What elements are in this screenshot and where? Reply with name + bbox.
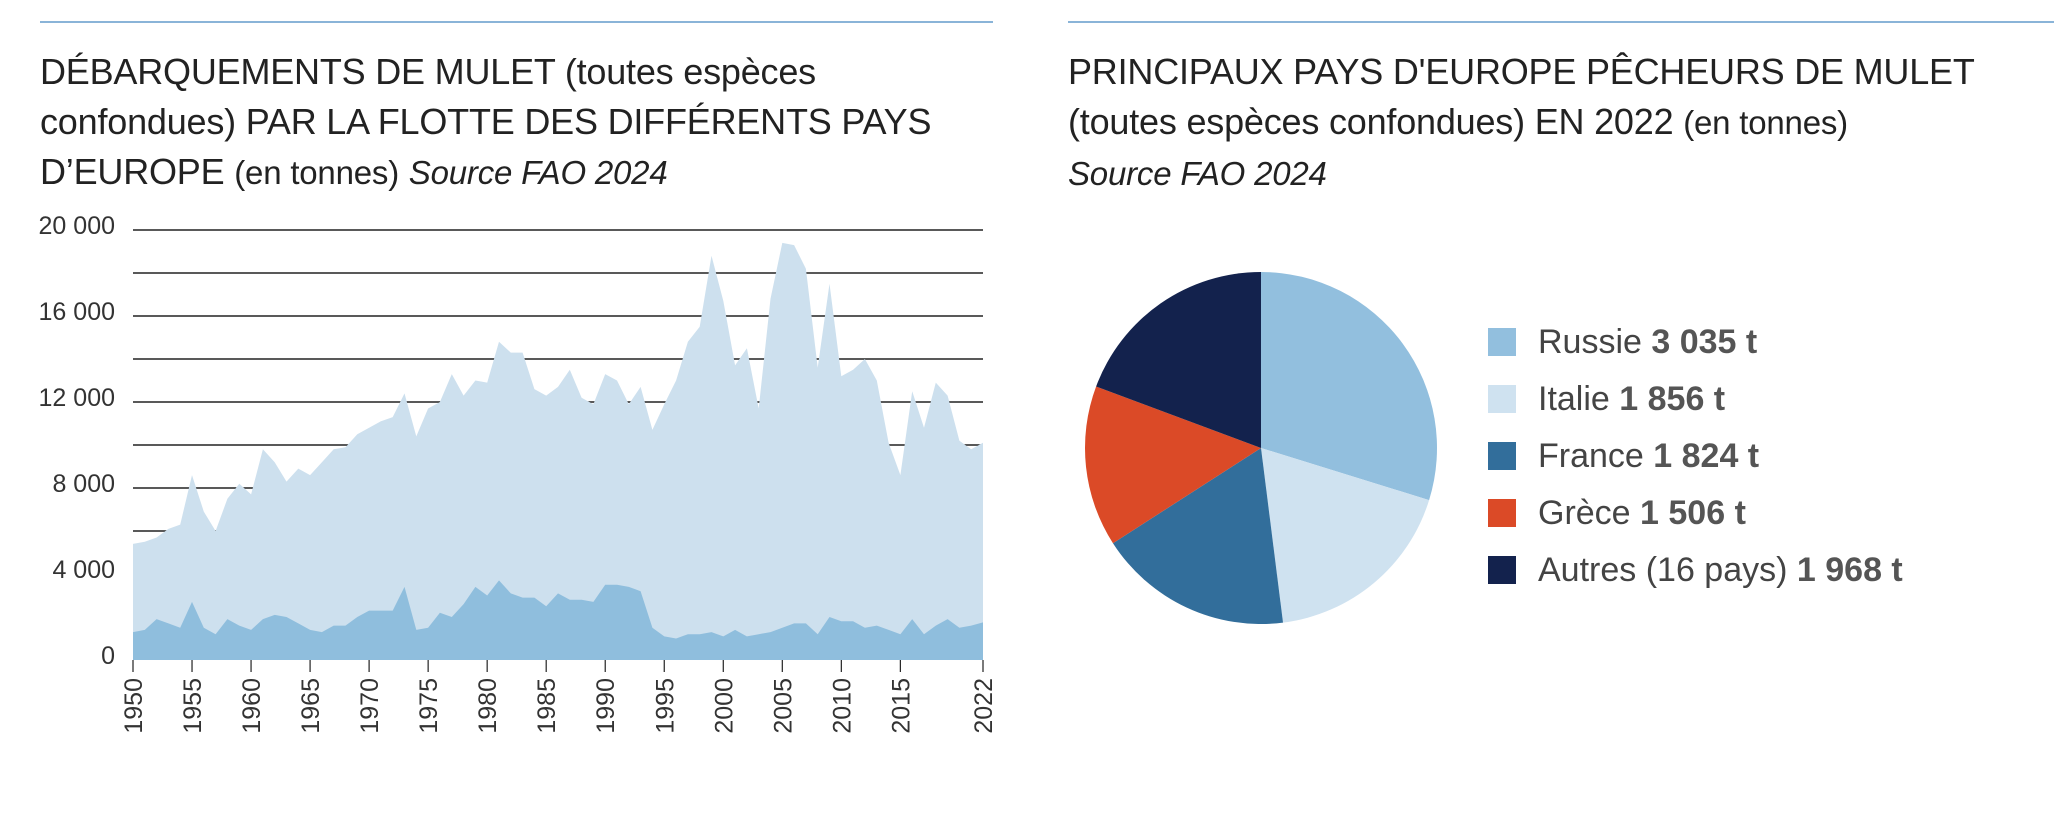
- pie-slice-italie: [1261, 448, 1430, 623]
- left-chart-title: DÉBARQUEMENTS DE MULET (toutes espèces c…: [40, 47, 993, 198]
- area-series-1: [133, 580, 983, 660]
- left-top-rule: [40, 21, 993, 23]
- x-tick-label: 2005: [769, 678, 797, 734]
- y-tick-label: 16 000: [39, 298, 115, 326]
- legend-swatch: [1488, 385, 1516, 413]
- x-tick-label: 1995: [651, 678, 679, 734]
- y-tick-label: 4 000: [52, 556, 115, 584]
- x-tick-label: 1950: [120, 678, 148, 734]
- y-tick-label: 20 000: [39, 212, 115, 240]
- legend-value: 1 506 t: [1640, 494, 1746, 532]
- x-tick-label: 1965: [297, 678, 325, 734]
- x-tick-label: 2022: [970, 678, 998, 734]
- area-series-0: [133, 242, 983, 660]
- legend-value: 1 968 t: [1796, 551, 1903, 589]
- legend-country: Russie: [1538, 323, 1652, 361]
- left-title-main: DÉBARQUEMENTS DE MULET (toutes espèces c…: [40, 51, 932, 192]
- x-tick-label: 1990: [592, 678, 620, 734]
- legend-value: 1 856 t: [1619, 380, 1726, 418]
- legend-country: Grèce: [1538, 494, 1641, 532]
- legend-label: France 1 824 t: [1538, 434, 1759, 478]
- countries-pie-panel: PRINCIPAUX PAYS D'EUROPE PÊCHEURS DE MUL…: [1068, 0, 2054, 625]
- right-title-source: Source FAO 2024: [1068, 155, 1327, 192]
- legend-country: France: [1538, 437, 1654, 475]
- x-tick-label: 2015: [887, 678, 915, 734]
- left-title-unit: (en tonnes): [234, 154, 399, 191]
- y-tick-label: 0: [101, 642, 115, 670]
- x-tick-label: 1975: [415, 678, 443, 734]
- pie-slice-russie: [1261, 272, 1438, 501]
- x-tick-label: 2000: [710, 678, 738, 734]
- landings-area-chart: 0 4 000 8 000 12 000 16 000 20 000 1950 1955 196…: [39, 212, 998, 734]
- pie-slice-france: [1112, 448, 1284, 625]
- left-title-source: Source FAO 2024: [408, 154, 668, 191]
- legend-swatch: [1488, 499, 1516, 527]
- legend-label: Russie 3 035 t: [1538, 320, 1757, 364]
- right-title-main: PRINCIPAUX PAYS D'EUROPE PÊCHEURS DE MUL…: [1068, 51, 1974, 142]
- legend-swatch: [1488, 442, 1516, 470]
- x-tick-label: 2010: [828, 678, 856, 734]
- y-tick-label: 12 000: [39, 384, 115, 412]
- legend-country: Italie: [1538, 380, 1620, 418]
- pie-slice-gr-ce: [1085, 386, 1261, 544]
- y-tick-label: 8 000: [52, 470, 115, 498]
- right-title-unit: (en tonnes): [1683, 104, 1848, 141]
- legend-swatch: [1488, 328, 1516, 356]
- landings-area-panel: DÉBARQUEMENTS DE MULET (toutes espèces c…: [39, 0, 998, 734]
- legend-value: 1 824 t: [1653, 437, 1760, 475]
- countries-pie-chart: [1085, 272, 1438, 625]
- x-tick-label: 1985: [533, 678, 561, 734]
- right-chart-title: PRINCIPAUX PAYS D'EUROPE PÊCHEURS DE MUL…: [1068, 47, 2054, 199]
- x-tick-label: 1970: [356, 678, 384, 734]
- legend-label: Italie 1 856 t: [1538, 377, 1725, 421]
- x-tick-label: 1955: [179, 678, 207, 734]
- x-tick-label: 1980: [474, 678, 502, 734]
- pie-slice-autres-16-pays-: [1096, 272, 1261, 448]
- legend-country: Autres (16 pays): [1538, 551, 1797, 589]
- legend-label: Grèce 1 506 t: [1538, 491, 1746, 535]
- legend-value: 3 035 t: [1651, 323, 1758, 361]
- x-tick-label: 1960: [238, 678, 266, 734]
- right-top-rule: [1068, 21, 2054, 23]
- legend-swatch: [1488, 556, 1516, 584]
- legend-label: Autres (16 pays) 1 968 t: [1538, 548, 1903, 592]
